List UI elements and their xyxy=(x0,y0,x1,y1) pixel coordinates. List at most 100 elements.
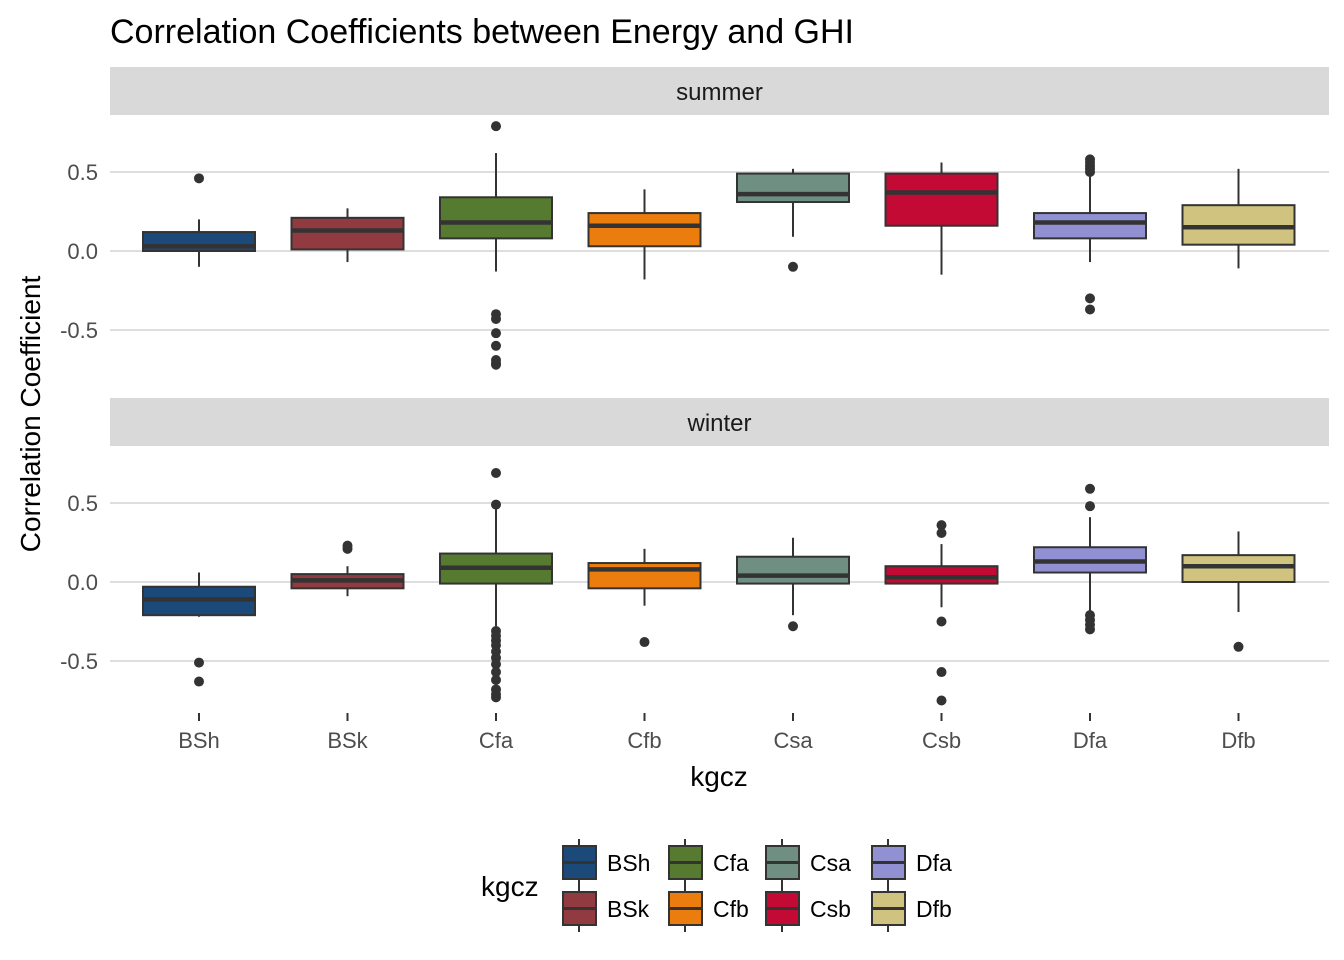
legend-entry-BSk: BSk xyxy=(562,885,650,932)
legend-entry-Cfa: Cfa xyxy=(668,839,749,886)
legend-title: kgcz xyxy=(481,871,539,902)
box-iqr xyxy=(587,212,702,248)
facet-strip-label: winter xyxy=(686,410,751,437)
outlier-point xyxy=(1085,483,1095,494)
outlier-point xyxy=(936,520,947,531)
y-tick-label: 0.5 xyxy=(67,491,98,516)
legend-entry-Csa: Csa xyxy=(765,839,851,886)
box-iqr xyxy=(1181,204,1296,246)
chart-title: Correlation Coefficients between Energy … xyxy=(110,13,854,51)
legend-entry-Dfb: Dfb xyxy=(871,885,952,932)
legend-label: Csa xyxy=(810,850,851,876)
legend-label: BSh xyxy=(607,850,650,876)
facet-strip xyxy=(110,398,1329,446)
x-tick-label: Cfa xyxy=(479,728,514,753)
legend-entry-Cfb: Cfb xyxy=(668,885,749,932)
box-Csa-summer xyxy=(736,168,850,272)
outlier-point xyxy=(788,261,798,272)
outlier-point xyxy=(491,674,501,685)
box-Csb-winter xyxy=(884,520,999,706)
box-iqr xyxy=(439,196,553,240)
x-tick-label: Csb xyxy=(922,728,961,753)
y-tick-label: 0.5 xyxy=(67,160,98,185)
outlier-point xyxy=(194,657,204,668)
outlier-point xyxy=(491,313,501,324)
box-iqr xyxy=(736,555,850,585)
outlier-point xyxy=(491,121,501,132)
outlier-point xyxy=(1085,624,1095,635)
box-Dfa-summer xyxy=(1033,154,1147,315)
box-Cfa-summer xyxy=(439,121,553,370)
legend-entry-Dfa: Dfa xyxy=(871,839,952,886)
facet-strip xyxy=(110,67,1329,115)
box-Cfb-winter xyxy=(587,548,702,648)
legend-entry-BSh: BSh xyxy=(562,839,650,886)
box-Dfb-winter xyxy=(1181,531,1296,652)
box-BSh-summer xyxy=(142,173,256,267)
x-tick-label: BSk xyxy=(327,728,368,753)
outlier-point xyxy=(342,540,353,551)
outlier-point xyxy=(936,616,947,627)
legend-label: Dfb xyxy=(916,896,952,922)
box-iqr xyxy=(884,565,999,585)
x-axis-label: kgcz xyxy=(690,761,748,792)
y-tick-label: 0.0 xyxy=(67,570,98,595)
outlier-point xyxy=(491,328,501,339)
y-tick-label: -0.5 xyxy=(60,318,98,343)
box-Cfa-winter xyxy=(439,467,553,703)
box-BSh-winter xyxy=(142,572,256,687)
facet-panels: summer -0.5 0.0 0.5 winter -0.5 0.0 0.5 xyxy=(60,67,1329,706)
box-iqr xyxy=(1181,554,1296,584)
box-BSk-winter xyxy=(290,540,405,597)
legend-label: Cfb xyxy=(713,896,749,922)
outlier-point xyxy=(936,695,947,706)
x-axis: BSh BSk Cfa Cfb Csa Csb Dfa Dfb xyxy=(178,713,1256,753)
legend: kgcz BSh BSk Cfa Cfb Csa Csb Dfa Dfb xyxy=(481,839,952,932)
outlier-point xyxy=(194,676,204,687)
outlier-point xyxy=(1085,154,1095,165)
box-iqr xyxy=(1033,212,1147,240)
outlier-point xyxy=(1233,641,1244,652)
box-iqr xyxy=(884,172,999,227)
outlier-point xyxy=(639,637,650,648)
x-tick-label: Dfa xyxy=(1073,728,1108,753)
legend-label: Dfa xyxy=(916,850,952,876)
box-iqr xyxy=(736,172,850,204)
outlier-point xyxy=(1085,293,1095,304)
outlier-point xyxy=(936,667,947,678)
outlier-point xyxy=(1085,304,1095,315)
y-tick-label: -0.5 xyxy=(60,649,98,674)
legend-label: Cfa xyxy=(713,850,749,876)
x-tick-label: BSh xyxy=(178,728,220,753)
outlier-point xyxy=(491,359,501,370)
legend-label: BSk xyxy=(607,896,650,922)
x-tick-label: Cfb xyxy=(627,728,661,753)
outlier-point xyxy=(491,659,501,670)
legend-label: Csb xyxy=(810,896,851,922)
outlier-point xyxy=(491,340,501,351)
outlier-point xyxy=(491,692,501,703)
outlier-point xyxy=(491,467,501,478)
box-Csb-summer xyxy=(884,162,999,275)
legend-entry-Csb: Csb xyxy=(765,885,851,932)
facet-strip-label: summer xyxy=(676,79,763,106)
box-Cfb-summer xyxy=(587,189,702,280)
box-iqr xyxy=(587,562,702,590)
box-Dfb-summer xyxy=(1181,168,1296,269)
outlier-point xyxy=(194,173,204,184)
outlier-point xyxy=(936,528,947,539)
y-axis-label: Correlation Coefficient xyxy=(15,276,46,553)
outlier-point xyxy=(1085,501,1095,512)
box-BSk-summer xyxy=(290,208,405,263)
outlier-point xyxy=(491,667,501,678)
outlier-point xyxy=(788,621,798,632)
box-iqr xyxy=(290,216,405,251)
box-Dfa-winter xyxy=(1033,483,1147,635)
panel-summer: summer -0.5 0.0 0.5 xyxy=(60,67,1329,370)
panel-winter: winter -0.5 0.0 0.5 xyxy=(60,398,1329,706)
x-tick-label: Csa xyxy=(773,728,813,753)
x-tick-label: Dfb xyxy=(1221,728,1255,753)
outlier-point xyxy=(1085,167,1095,177)
